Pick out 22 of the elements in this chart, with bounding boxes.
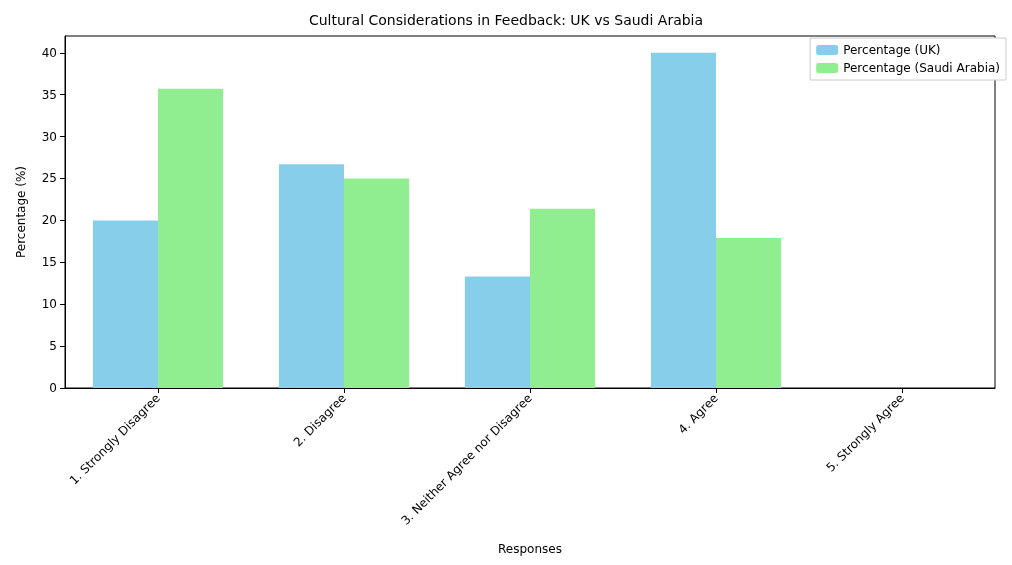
y-tick-label: 40 — [41, 45, 57, 60]
y-tick-label: 0 — [49, 381, 57, 395]
bar — [158, 88, 224, 388]
y-tick-label: 5 — [49, 339, 57, 354]
bar — [92, 220, 158, 388]
bar — [464, 276, 530, 388]
legend-label: Percentage (Saudi Arabia) — [843, 61, 1000, 75]
y-tick-label: 10 — [41, 297, 57, 312]
chart-title: Cultural Considerations in Feedback: UK vs Saudi Arabia — [308, 12, 704, 28]
y-tick-label: 20 — [41, 213, 57, 228]
bar — [716, 237, 782, 388]
y-tick-label: 15 — [41, 255, 57, 270]
bar — [530, 208, 596, 388]
y-axis-title: Percentage (%) — [14, 165, 28, 259]
bar — [650, 52, 716, 388]
bar — [344, 178, 410, 388]
y-tick-label: 30 — [41, 129, 57, 144]
y-tick-label: 35 — [41, 87, 57, 102]
x-axis-title: Responses — [498, 542, 562, 556]
y-tick-label: 25 — [41, 171, 57, 186]
legend-label: Percentage (UK) — [843, 43, 941, 57]
bar — [278, 164, 344, 388]
